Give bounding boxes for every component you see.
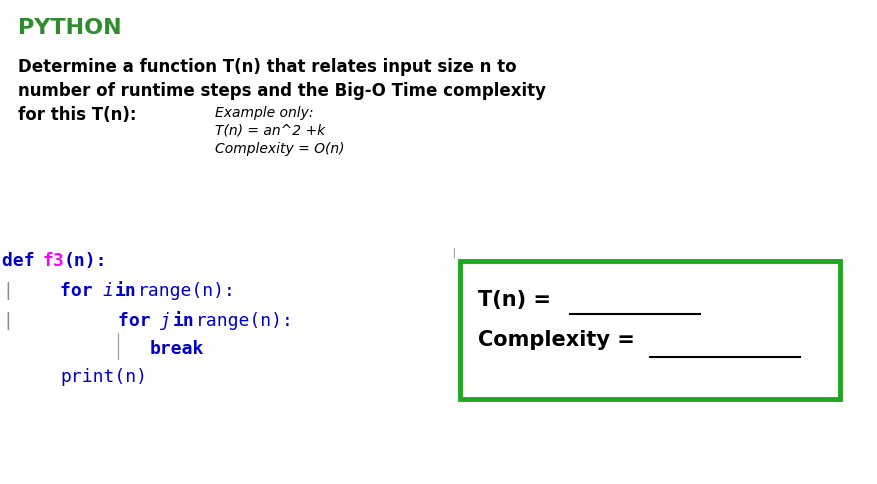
Text: Determine a function T(n) that relates input size n to: Determine a function T(n) that relates i… — [18, 58, 517, 76]
Text: |: | — [2, 311, 13, 329]
FancyBboxPatch shape — [460, 261, 840, 399]
Text: T(n) =: T(n) = — [478, 289, 559, 309]
Text: print(n): print(n) — [60, 367, 147, 385]
Text: Complexity =: Complexity = — [478, 329, 642, 349]
Text: j: j — [160, 311, 171, 329]
Text: range(n):: range(n): — [196, 311, 294, 329]
Text: number of runtime steps and the Big-O Time complexity: number of runtime steps and the Big-O Ti… — [18, 82, 546, 100]
Text: T(n) = an^2 +k: T(n) = an^2 +k — [215, 124, 325, 138]
Text: Complexity = O(n): Complexity = O(n) — [215, 142, 345, 156]
Text: i: i — [102, 281, 113, 300]
Text: for: for — [60, 281, 103, 300]
Text: for this T(n):: for this T(n): — [18, 106, 137, 124]
Text: |: | — [450, 247, 457, 258]
Text: in: in — [115, 281, 137, 300]
Text: in: in — [173, 311, 195, 329]
Text: range(n):: range(n): — [138, 281, 236, 300]
Text: Example only:: Example only: — [215, 106, 313, 120]
Text: f3: f3 — [42, 252, 64, 270]
Text: |: | — [2, 281, 13, 300]
Text: PYTHON: PYTHON — [18, 18, 122, 38]
Text: (n):: (n): — [64, 252, 108, 270]
Text: def: def — [2, 252, 46, 270]
Text: for: for — [118, 311, 161, 329]
Text: break: break — [150, 339, 204, 357]
